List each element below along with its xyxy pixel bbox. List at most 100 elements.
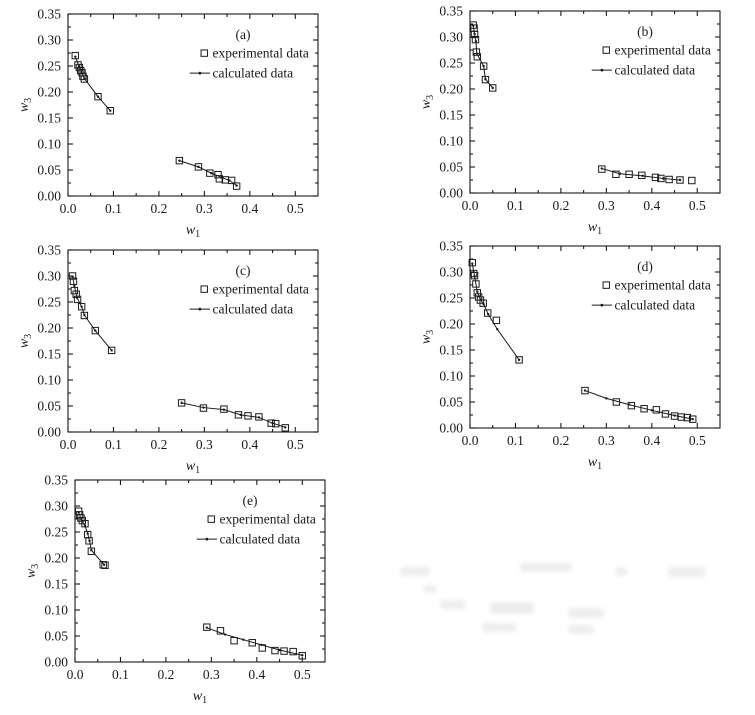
y-tick-label: 0.10: [439, 369, 463, 384]
y-tick-label: 0.00: [37, 189, 61, 204]
series-calculated: [71, 275, 287, 429]
experimental-point: [267, 419, 275, 427]
calculated-point: [482, 303, 485, 306]
calculated-point: [641, 174, 644, 178]
experimental-point: [484, 309, 492, 317]
x-axis-title: w1: [588, 220, 602, 237]
y-tick-label: 0.30: [37, 269, 61, 284]
calculated-point: [627, 403, 631, 406]
x-tick-label: 0.4: [248, 667, 265, 682]
calculated-point: [75, 296, 79, 300]
experimental-point: [80, 311, 89, 320]
x-tick-label: 0.0: [462, 433, 479, 448]
calculated-point: [678, 178, 682, 182]
calculated-point: [479, 298, 482, 301]
calculated-point: [278, 648, 281, 652]
experimental-point: [77, 514, 85, 522]
experimental-point: [689, 415, 697, 423]
calculated-point: [473, 32, 476, 36]
x-tick-label: 0.5: [689, 198, 706, 213]
experimental-point: [515, 356, 523, 364]
x-tick-label: 0.4: [643, 198, 660, 213]
y-tick-label: 0.30: [439, 265, 463, 280]
experimental-point: [281, 424, 289, 432]
calculated-point: [94, 329, 97, 332]
calculated-point: [102, 563, 106, 566]
experimental-point: [280, 647, 288, 655]
x-tick-label: 0.1: [105, 201, 122, 216]
calculated-point: [482, 64, 485, 68]
y-tick-label: 0.10: [439, 134, 463, 149]
experimental-point: [99, 561, 107, 569]
x-tick-label: 0.1: [112, 667, 129, 682]
legend-label-experimental: experimental data: [213, 282, 309, 297]
calculated-point: [301, 654, 304, 657]
calculated-point: [77, 511, 80, 514]
experimental-point: [69, 277, 78, 285]
legend-dot-marker: [600, 68, 604, 72]
calculated-point: [517, 358, 521, 362]
x-tick-label: 0.2: [157, 667, 174, 682]
y-tick-label: 0.25: [44, 525, 68, 540]
experimental-point: [94, 92, 102, 101]
y-tick-label: 0.15: [44, 577, 68, 592]
bleed-artifact: [482, 623, 516, 632]
x-tick-label: 0.0: [462, 198, 479, 213]
experimental-point: [206, 169, 214, 177]
experimental-point: [68, 272, 77, 280]
calculated-point: [180, 401, 183, 405]
series-calculated: [77, 511, 304, 657]
calculated-point: [178, 159, 181, 162]
calculated-point: [209, 171, 213, 175]
experimental-point: [492, 316, 501, 325]
axes: [469, 10, 721, 194]
calculated-point: [71, 275, 74, 278]
experimental-point: [77, 66, 85, 75]
chart-svg-(a): 0.0 0.1 0.2 0.3 0.4 0.5 0.00 0.05 0.10 0.15 0.20 0.…: [17, 7, 319, 241]
y-tick-label: 0.35: [439, 4, 463, 19]
legend-label-calculated: calculated data: [220, 532, 301, 547]
calculated-point: [650, 409, 654, 412]
legend-square-marker: [200, 285, 208, 293]
experimental-point: [271, 646, 279, 655]
panel-label: (c): [236, 263, 251, 278]
y-tick-label: 0.35: [44, 473, 68, 488]
x-tick-label: 0.2: [150, 437, 167, 452]
calculated-point: [691, 417, 694, 421]
x-tick-label: 0.4: [643, 433, 660, 448]
chart-panel-e: 0.0 0.1 0.2 0.3 0.4 0.5 0.00 0.05 0.10 0.15 0.20 0.…: [9, 466, 381, 710]
y-tick-label: 0.20: [37, 85, 61, 100]
calculated-point: [221, 176, 224, 179]
x-tick-label: 0.5: [689, 433, 706, 448]
y-tick-label: 0.00: [37, 425, 61, 440]
calculated-point: [205, 626, 209, 629]
experimental-point: [216, 627, 225, 635]
y-tick-label: 0.20: [439, 317, 463, 332]
calculated-point: [77, 64, 81, 68]
y-axis-title: w3: [419, 95, 436, 109]
x-tick-label: 0.0: [60, 201, 77, 216]
axis-labels: 0.0 0.1 0.2 0.3 0.4 0.5 0.00 0.05 0.10 0.15 0.20 0.…: [17, 7, 304, 241]
calculated-point: [476, 290, 479, 293]
calculated-point: [257, 416, 261, 419]
y-tick-label: 0.25: [439, 291, 463, 306]
experimental-point: [581, 386, 589, 395]
calculated-point: [228, 179, 231, 182]
experimental-point: [175, 156, 184, 165]
axes: [469, 245, 721, 429]
calculated-point: [271, 421, 274, 425]
y-tick-label: 0.15: [439, 108, 463, 123]
legend-square-marker: [602, 281, 610, 289]
x-tick-label: 0.3: [598, 433, 615, 448]
legend-dot-marker: [198, 307, 202, 311]
y-tick-label: 0.05: [439, 160, 463, 175]
legend-label-calculated: calculated data: [213, 66, 294, 81]
legend: (d) experimental data calculated data: [591, 259, 711, 313]
axis-labels: 0.0 0.1 0.2 0.3 0.4 0.5 0.00 0.05 0.10 0.15 0.20 0.…: [419, 239, 706, 473]
x-tick-label: 0.3: [196, 437, 213, 452]
x-tick-label: 0.1: [507, 433, 524, 448]
y-tick-label: 0.05: [37, 163, 61, 178]
y-tick-label: 0.20: [439, 82, 463, 97]
x-tick-label: 0.3: [598, 198, 615, 213]
